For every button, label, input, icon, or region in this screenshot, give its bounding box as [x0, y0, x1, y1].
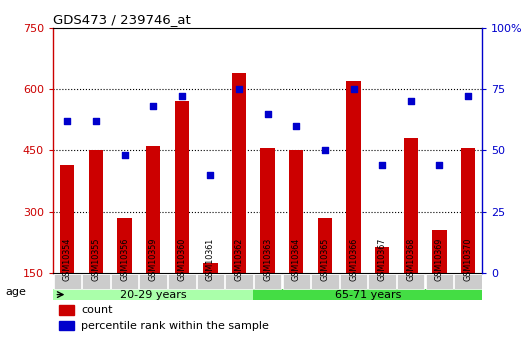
Point	[206, 172, 215, 178]
Text: GSM10370: GSM10370	[464, 238, 472, 281]
Text: GSM10365: GSM10365	[321, 238, 329, 281]
Bar	[318, 218, 332, 273]
Point	[464, 93, 472, 99]
Bar	[254, 274, 281, 289]
Point	[435, 162, 444, 168]
Bar	[340, 274, 367, 289]
Bar	[461, 148, 475, 273]
Bar	[426, 274, 453, 289]
Bar	[404, 138, 418, 273]
Point	[321, 148, 329, 153]
Text: GSM10360: GSM10360	[178, 238, 186, 281]
Bar	[139, 274, 167, 289]
Point	[92, 118, 100, 124]
Text: GSM10368: GSM10368	[407, 238, 415, 281]
Bar	[174, 101, 189, 273]
Bar	[146, 146, 160, 273]
Point	[235, 86, 243, 92]
Bar	[168, 274, 196, 289]
Point	[178, 93, 186, 99]
Text: GSM10355: GSM10355	[92, 238, 100, 281]
Bar	[54, 274, 81, 289]
Bar	[454, 274, 482, 289]
Text: GSM10364: GSM10364	[292, 238, 301, 281]
Point	[407, 99, 415, 104]
Text: GSM10367: GSM10367	[378, 238, 386, 281]
Bar	[368, 274, 396, 289]
Bar	[59, 321, 74, 331]
Bar	[204, 263, 217, 273]
Text: age: age	[5, 287, 26, 296]
Bar	[311, 274, 339, 289]
Point	[149, 104, 157, 109]
Text: GSM10369: GSM10369	[435, 238, 444, 281]
Bar	[232, 73, 246, 273]
Bar	[397, 274, 425, 289]
Bar	[59, 305, 74, 315]
Text: 65-71 years: 65-71 years	[334, 289, 401, 299]
Bar	[60, 165, 74, 273]
Point	[63, 118, 72, 124]
Text: GSM10363: GSM10363	[263, 238, 272, 281]
Bar	[53, 289, 253, 300]
Bar	[225, 274, 253, 289]
Text: GSM10354: GSM10354	[63, 238, 72, 281]
Text: GSM10356: GSM10356	[120, 238, 129, 281]
Bar	[261, 148, 275, 273]
Bar	[253, 289, 482, 300]
Bar	[118, 218, 132, 273]
Text: GSM10366: GSM10366	[349, 238, 358, 281]
Bar	[197, 274, 224, 289]
Point	[349, 86, 358, 92]
Point	[378, 162, 386, 168]
Text: GDS473 / 239746_at: GDS473 / 239746_at	[53, 13, 191, 27]
Bar	[82, 274, 110, 289]
Bar	[289, 150, 303, 273]
Text: 20-29 years: 20-29 years	[120, 289, 187, 299]
Bar	[282, 274, 310, 289]
Point	[120, 152, 129, 158]
Text: count: count	[81, 305, 112, 315]
Text: GSM10362: GSM10362	[235, 238, 243, 281]
Bar	[89, 150, 103, 273]
Point	[263, 111, 272, 116]
Text: percentile rank within the sample: percentile rank within the sample	[81, 321, 269, 331]
Point	[292, 123, 301, 129]
Bar	[375, 247, 389, 273]
Bar	[111, 274, 138, 289]
Text: GSM10359: GSM10359	[149, 238, 157, 281]
Bar	[432, 230, 446, 273]
Text: GSM10361: GSM10361	[206, 238, 215, 281]
Bar	[347, 81, 360, 273]
